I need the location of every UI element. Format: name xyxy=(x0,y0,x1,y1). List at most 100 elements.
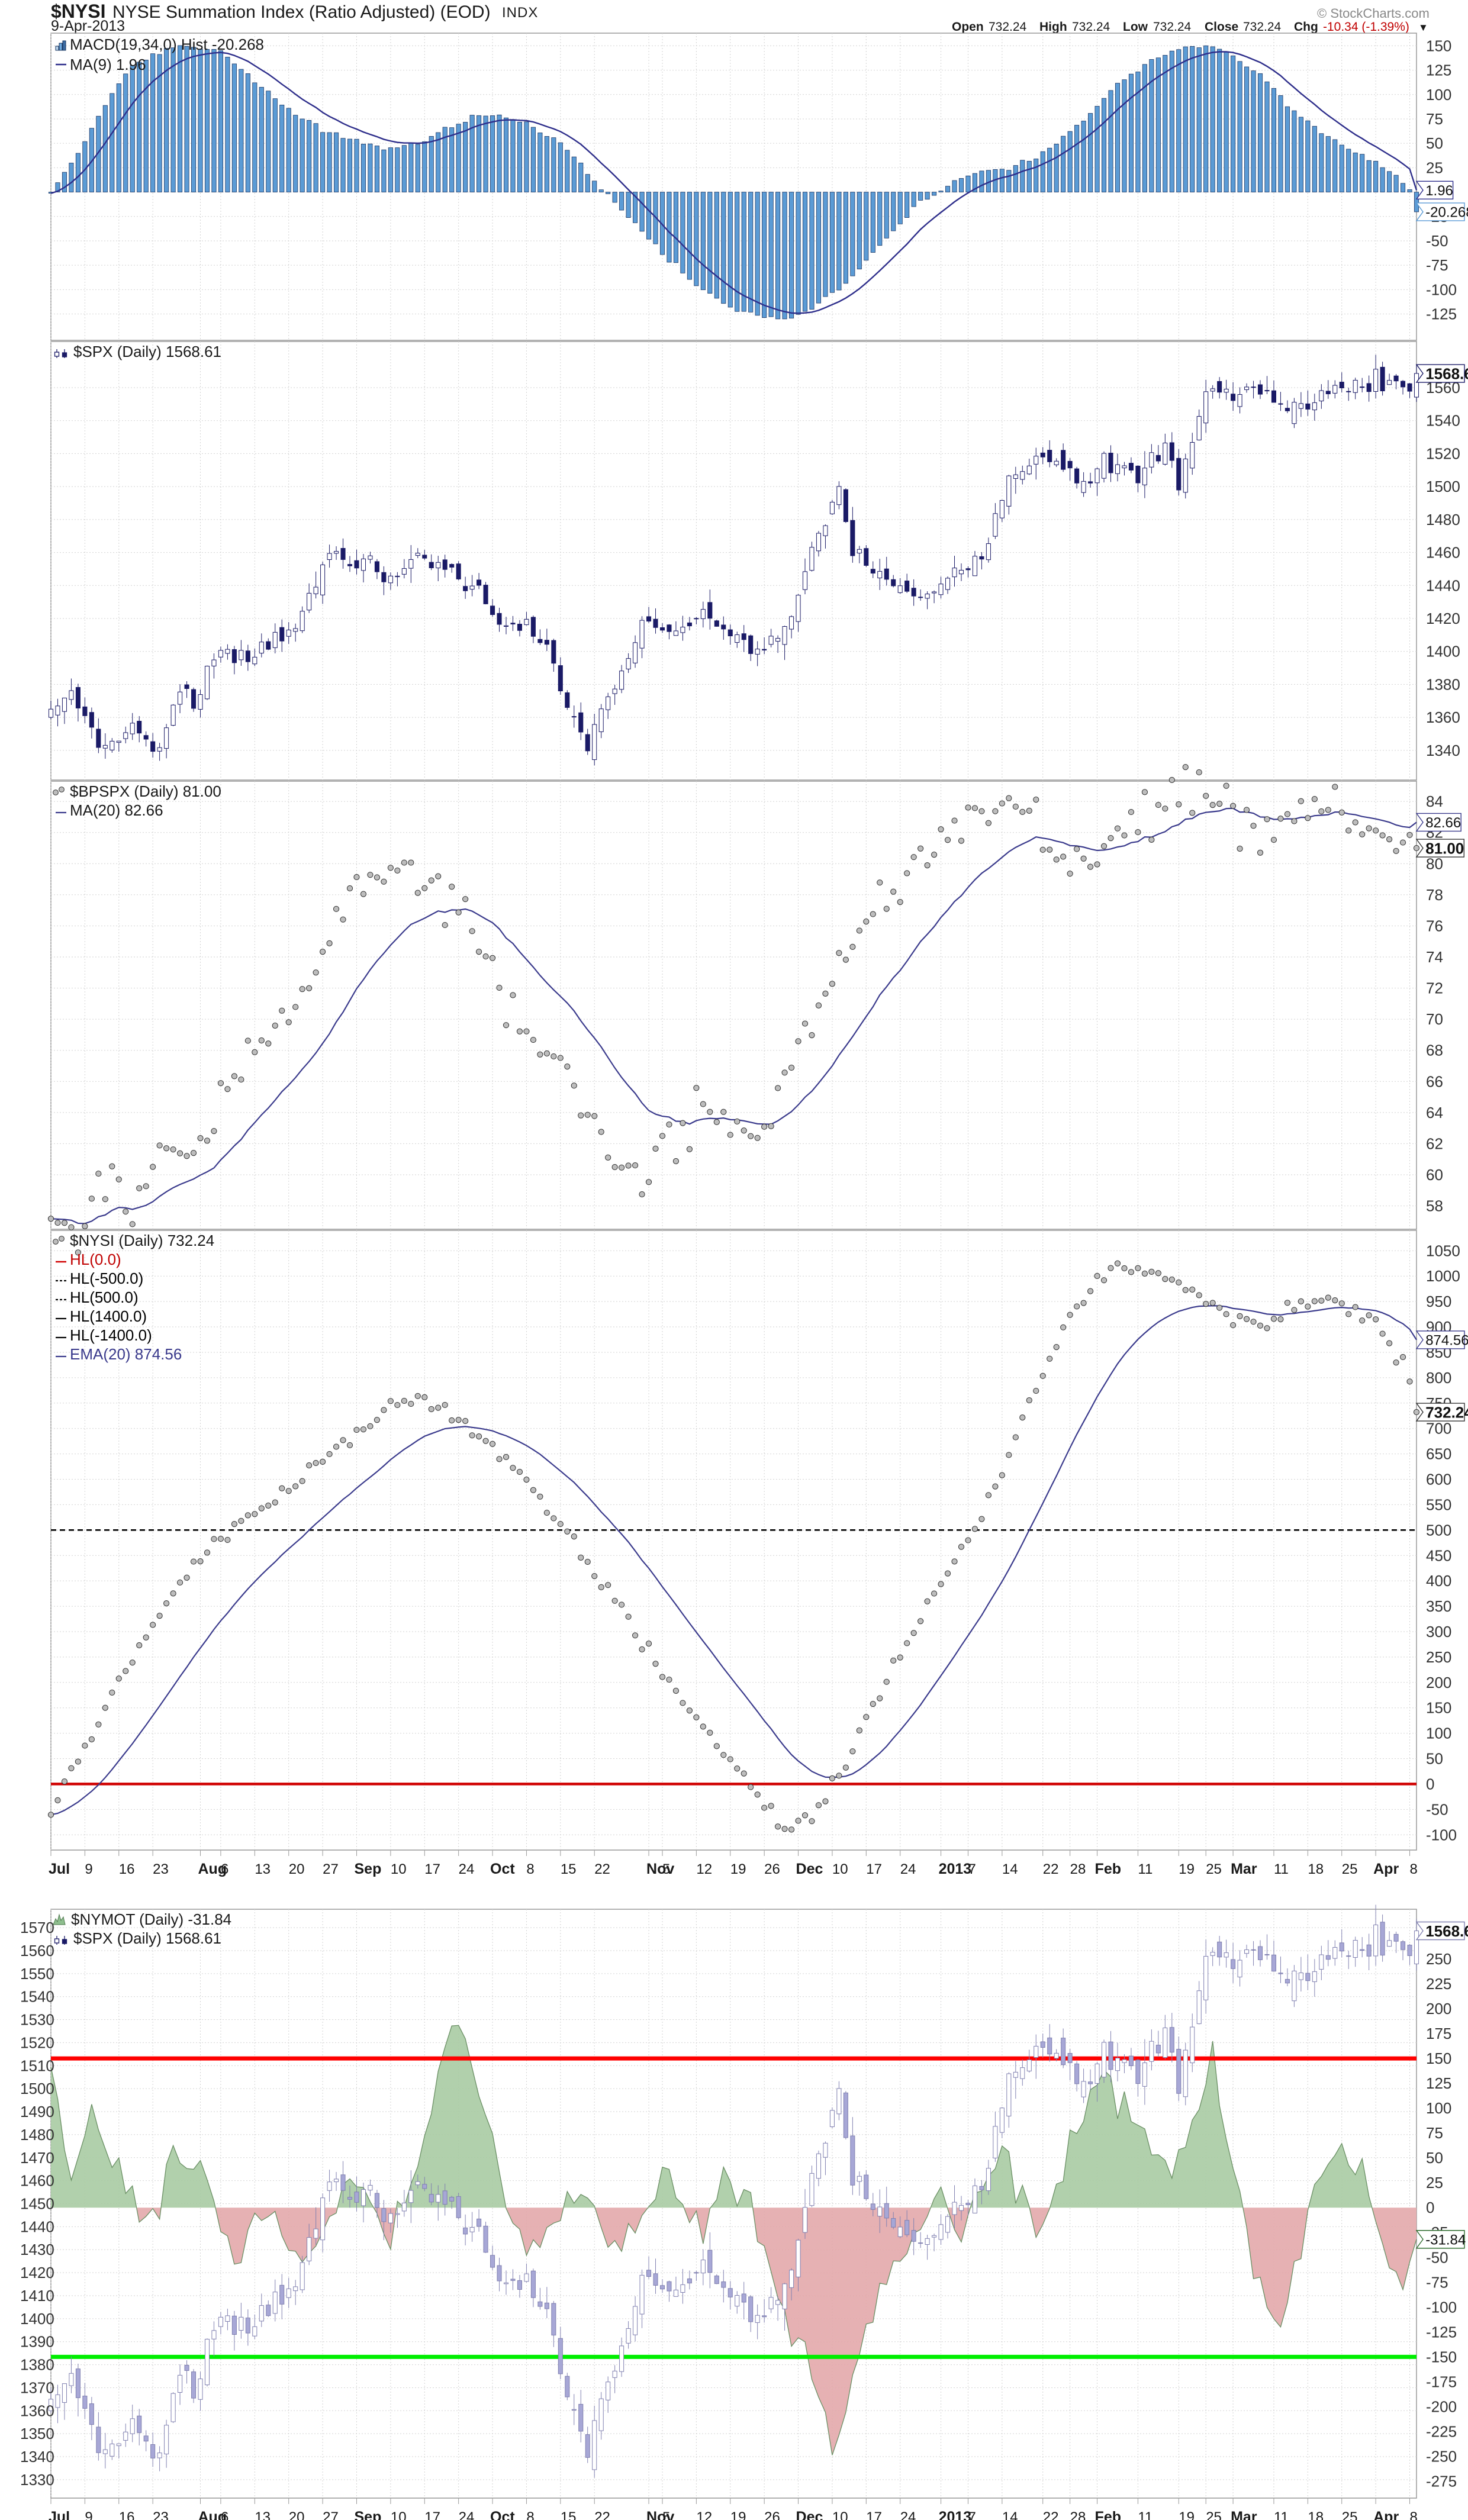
svg-text:225: 225 xyxy=(1426,1975,1451,1993)
svg-text:13: 13 xyxy=(255,2509,271,2520)
svg-text:19: 19 xyxy=(1179,2509,1195,2520)
svg-text:Close: Close xyxy=(1205,20,1238,34)
svg-text:28: 28 xyxy=(1070,2509,1086,2520)
svg-text:600: 600 xyxy=(1426,1471,1451,1488)
svg-text:26: 26 xyxy=(764,1861,780,1877)
svg-text:-250: -250 xyxy=(1426,2447,1457,2465)
svg-text:26: 26 xyxy=(764,2509,780,2520)
svg-text:22: 22 xyxy=(594,2509,610,2520)
svg-text:Dec: Dec xyxy=(796,1861,823,1877)
svg-text:800: 800 xyxy=(1426,1369,1451,1387)
svg-text:25: 25 xyxy=(1342,1861,1358,1877)
svg-text:1350: 1350 xyxy=(20,2425,54,2442)
svg-text:27: 27 xyxy=(323,2509,339,2520)
svg-text:1480: 1480 xyxy=(1426,511,1460,529)
svg-text:82.66: 82.66 xyxy=(1425,815,1461,831)
svg-text:-150: -150 xyxy=(1426,2348,1457,2366)
svg-text:1510: 1510 xyxy=(20,2057,54,2074)
svg-text:1340: 1340 xyxy=(1426,742,1460,759)
svg-text:9-Apr-2013: 9-Apr-2013 xyxy=(51,18,125,34)
svg-text:1480: 1480 xyxy=(20,2126,54,2144)
svg-text:50: 50 xyxy=(1426,2149,1443,2167)
svg-text:1360: 1360 xyxy=(1426,708,1460,726)
svg-text:1380: 1380 xyxy=(20,2356,54,2374)
svg-text:732.24: 732.24 xyxy=(1425,1403,1468,1421)
svg-text:650: 650 xyxy=(1426,1445,1451,1463)
svg-text:Jul: Jul xyxy=(49,2509,70,2520)
svg-text:-225: -225 xyxy=(1426,2422,1457,2440)
svg-text:-31.84: -31.84 xyxy=(1425,2232,1466,2248)
svg-text:-200: -200 xyxy=(1426,2397,1457,2415)
svg-text:50: 50 xyxy=(1426,134,1443,152)
svg-text:500: 500 xyxy=(1426,1521,1451,1539)
svg-text:11: 11 xyxy=(1138,1861,1152,1877)
svg-text:22: 22 xyxy=(1043,1861,1059,1877)
svg-text:1440: 1440 xyxy=(20,2218,54,2235)
svg-text:Feb: Feb xyxy=(1095,2509,1121,2520)
svg-text:$SPX (Daily) 1568.61: $SPX (Daily) 1568.61 xyxy=(73,1929,221,1947)
svg-text:72: 72 xyxy=(1426,979,1443,997)
svg-text:8: 8 xyxy=(1410,1861,1418,1877)
svg-text:EMA(20) 874.56: EMA(20) 874.56 xyxy=(70,1345,182,1363)
svg-text:7: 7 xyxy=(968,2509,976,2520)
svg-text:1450: 1450 xyxy=(20,2195,54,2213)
svg-text:75: 75 xyxy=(1426,110,1443,128)
svg-text:17: 17 xyxy=(424,1861,440,1877)
svg-text:10: 10 xyxy=(832,1861,848,1877)
svg-text:9: 9 xyxy=(85,1861,92,1877)
svg-text:1460: 1460 xyxy=(20,2172,54,2190)
svg-text:17: 17 xyxy=(866,2509,882,2520)
svg-text:HL(-500.0): HL(-500.0) xyxy=(70,1269,143,1287)
svg-text:200: 200 xyxy=(1426,1674,1451,1691)
svg-text:HL(0.0): HL(0.0) xyxy=(70,1251,121,1268)
svg-text:1560: 1560 xyxy=(20,1942,54,1960)
svg-text:MA(20) 82.66: MA(20) 82.66 xyxy=(70,801,163,819)
svg-text:Oct: Oct xyxy=(490,1861,515,1877)
svg-text:76: 76 xyxy=(1426,917,1443,934)
svg-text:19: 19 xyxy=(1179,1861,1195,1877)
svg-text:732.24: 732.24 xyxy=(1072,20,1110,34)
svg-text:78: 78 xyxy=(1426,886,1443,904)
svg-text:2013: 2013 xyxy=(939,2509,972,2520)
svg-text:1360: 1360 xyxy=(20,2402,54,2419)
svg-text:1500: 1500 xyxy=(20,2080,54,2097)
svg-text:22: 22 xyxy=(594,1861,610,1877)
svg-text:1050: 1050 xyxy=(1426,1242,1460,1259)
svg-text:Apr: Apr xyxy=(1373,1861,1399,1877)
svg-text:75: 75 xyxy=(1426,2124,1443,2142)
svg-text:300: 300 xyxy=(1426,1623,1451,1641)
svg-text:250: 250 xyxy=(1426,1648,1451,1666)
svg-text:15: 15 xyxy=(561,1861,577,1877)
svg-text:1340: 1340 xyxy=(20,2448,54,2466)
svg-text:81.00: 81.00 xyxy=(1425,839,1464,857)
svg-text:INDX: INDX xyxy=(502,5,538,21)
svg-text:25: 25 xyxy=(1426,159,1443,176)
svg-text:70: 70 xyxy=(1426,1010,1443,1028)
svg-text:$BPSPX (Daily) 81.00: $BPSPX (Daily) 81.00 xyxy=(70,782,221,800)
svg-text:16: 16 xyxy=(119,1861,135,1877)
svg-text:Feb: Feb xyxy=(1095,1861,1121,1877)
svg-text:700: 700 xyxy=(1426,1420,1451,1438)
svg-text:1440: 1440 xyxy=(1426,576,1460,594)
svg-text:High: High xyxy=(1039,20,1067,34)
svg-text:1400: 1400 xyxy=(1426,643,1460,660)
svg-text:MA(9) 1.96: MA(9) 1.96 xyxy=(70,56,146,73)
svg-text:18: 18 xyxy=(1308,2509,1324,2520)
svg-text:1460: 1460 xyxy=(1426,544,1460,562)
svg-text:950: 950 xyxy=(1426,1293,1451,1310)
svg-text:732.24: 732.24 xyxy=(989,20,1027,34)
svg-text:80: 80 xyxy=(1426,855,1443,872)
svg-text:8: 8 xyxy=(526,1861,534,1877)
svg-text:175: 175 xyxy=(1426,2025,1451,2042)
svg-text:24: 24 xyxy=(900,2509,916,2520)
svg-text:1500: 1500 xyxy=(1426,478,1460,495)
svg-text:1400: 1400 xyxy=(20,2310,54,2328)
svg-text:24: 24 xyxy=(900,1861,916,1877)
svg-text:14: 14 xyxy=(1002,1861,1018,1877)
svg-text:12: 12 xyxy=(696,1861,712,1877)
svg-text:© StockCharts.com: © StockCharts.com xyxy=(1317,6,1430,21)
svg-text:200: 200 xyxy=(1426,2000,1451,2018)
svg-text:25: 25 xyxy=(1426,2174,1443,2192)
svg-text:$NYMOT (Daily) -31.84: $NYMOT (Daily) -31.84 xyxy=(71,1910,231,1928)
svg-text:HL(500.0): HL(500.0) xyxy=(70,1288,139,1306)
